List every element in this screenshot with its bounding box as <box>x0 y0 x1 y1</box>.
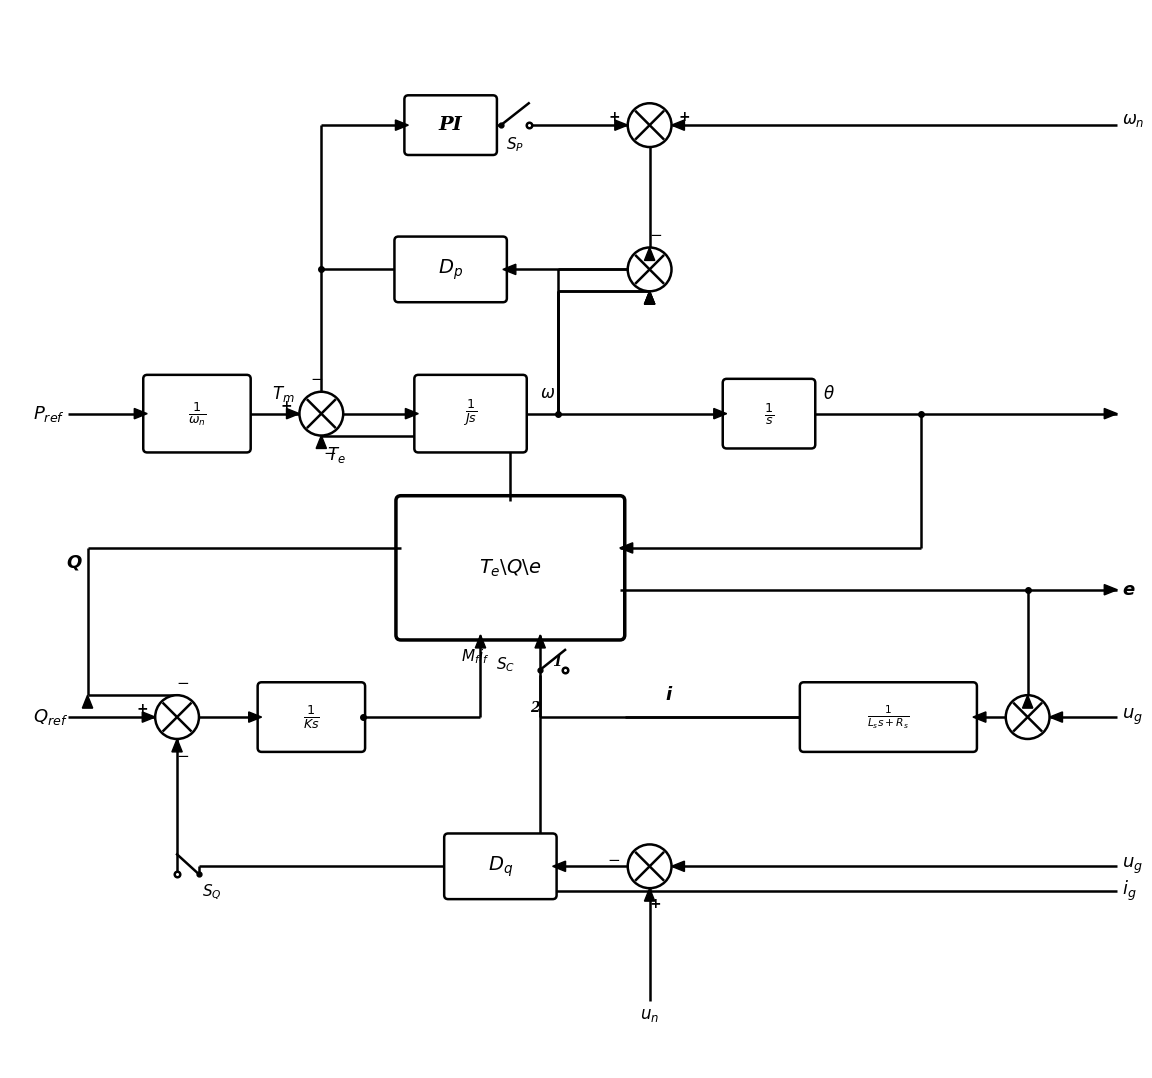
Polygon shape <box>644 888 654 901</box>
Text: $\boldsymbol{Q}$: $\boldsymbol{Q}$ <box>66 553 83 572</box>
Text: $\frac{1}{s}$: $\frac{1}{s}$ <box>764 401 774 427</box>
Text: $M_f i_f$: $M_f i_f$ <box>461 648 490 666</box>
Polygon shape <box>142 711 156 722</box>
Text: $\frac{1}{Js}$: $\frac{1}{Js}$ <box>463 398 478 429</box>
Polygon shape <box>135 409 147 419</box>
FancyBboxPatch shape <box>143 375 251 453</box>
Polygon shape <box>672 861 684 871</box>
Text: $D_q$: $D_q$ <box>487 854 513 879</box>
Polygon shape <box>644 291 654 304</box>
Text: $\omega$: $\omega$ <box>540 385 555 402</box>
FancyBboxPatch shape <box>722 378 816 448</box>
FancyBboxPatch shape <box>404 95 497 155</box>
Polygon shape <box>973 711 986 722</box>
Text: $\boldsymbol{u_n}$: $\boldsymbol{u_n}$ <box>641 1007 659 1024</box>
Text: $\boldsymbol{i_g}$: $\boldsymbol{i_g}$ <box>1122 879 1137 903</box>
Polygon shape <box>249 711 262 722</box>
Text: +: + <box>609 110 621 124</box>
Text: PI: PI <box>439 116 462 134</box>
Polygon shape <box>82 695 92 708</box>
Polygon shape <box>644 291 654 304</box>
Text: $\omega_n$: $\omega_n$ <box>1122 112 1145 128</box>
FancyBboxPatch shape <box>445 833 556 899</box>
Text: $\frac{1}{L_s s+R_s}$: $\frac{1}{L_s s+R_s}$ <box>867 703 910 731</box>
Text: $\boldsymbol{i}$: $\boldsymbol{i}$ <box>666 687 674 704</box>
Circle shape <box>628 103 672 147</box>
Polygon shape <box>1023 695 1033 708</box>
Circle shape <box>628 248 672 291</box>
Text: $\boldsymbol{Q_{ref}}$: $\boldsymbol{Q_{ref}}$ <box>32 707 68 727</box>
Polygon shape <box>553 861 566 871</box>
Text: $T_m$: $T_m$ <box>272 384 295 404</box>
Polygon shape <box>535 635 545 648</box>
Text: $T_e \backslash Q \backslash e$: $T_e \backslash Q \backslash e$ <box>479 557 541 579</box>
Text: $-$: $-$ <box>176 674 190 689</box>
Polygon shape <box>316 436 326 448</box>
Text: $S_P$: $S_P$ <box>506 136 524 154</box>
Polygon shape <box>1049 711 1062 722</box>
Polygon shape <box>172 738 182 751</box>
Text: $-$: $-$ <box>607 851 621 866</box>
Text: +: + <box>679 110 690 124</box>
Polygon shape <box>615 120 628 130</box>
Polygon shape <box>503 264 516 275</box>
Text: 1: 1 <box>552 654 562 668</box>
Polygon shape <box>644 248 654 261</box>
Text: $\frac{1}{\omega_n}$: $\frac{1}{\omega_n}$ <box>188 400 206 428</box>
Circle shape <box>1006 695 1049 738</box>
Text: +: + <box>281 399 293 413</box>
Text: +: + <box>650 897 661 911</box>
Polygon shape <box>1105 409 1117 419</box>
Circle shape <box>300 391 343 436</box>
Text: $\boldsymbol{e}$: $\boldsymbol{e}$ <box>1122 581 1136 598</box>
Text: $S_Q$: $S_Q$ <box>202 883 221 902</box>
Text: $\boldsymbol{u_g}$: $\boldsymbol{u_g}$ <box>1122 856 1143 876</box>
FancyBboxPatch shape <box>415 375 526 453</box>
Polygon shape <box>644 291 654 304</box>
Text: $\frac{1}{Ks}$: $\frac{1}{Ks}$ <box>303 703 320 731</box>
Circle shape <box>628 844 672 888</box>
Polygon shape <box>714 409 727 419</box>
Polygon shape <box>395 120 408 130</box>
Polygon shape <box>287 409 300 419</box>
Text: $D_p$: $D_p$ <box>438 258 463 281</box>
Text: $-$: $-$ <box>310 371 323 385</box>
Circle shape <box>156 695 199 738</box>
FancyBboxPatch shape <box>258 682 365 751</box>
FancyBboxPatch shape <box>396 496 624 640</box>
Text: 2: 2 <box>530 701 540 715</box>
Text: $\boldsymbol{P_{ref}}$: $\boldsymbol{P_{ref}}$ <box>32 403 65 424</box>
Text: +: + <box>136 702 149 716</box>
Polygon shape <box>1105 584 1117 595</box>
Text: $-$: $-$ <box>323 444 336 459</box>
Text: $\theta$: $\theta$ <box>824 385 835 403</box>
Polygon shape <box>406 409 418 419</box>
Text: $\boldsymbol{u_g}$: $\boldsymbol{u_g}$ <box>1122 707 1143 728</box>
Polygon shape <box>476 635 486 648</box>
FancyBboxPatch shape <box>799 682 977 751</box>
Text: $-$: $-$ <box>649 226 662 241</box>
Polygon shape <box>672 120 684 130</box>
Text: $S_C$: $S_C$ <box>495 655 515 674</box>
Text: $T_e$: $T_e$ <box>327 445 346 466</box>
FancyBboxPatch shape <box>394 236 507 302</box>
Text: $-$: $-$ <box>176 747 190 762</box>
Polygon shape <box>620 543 632 553</box>
